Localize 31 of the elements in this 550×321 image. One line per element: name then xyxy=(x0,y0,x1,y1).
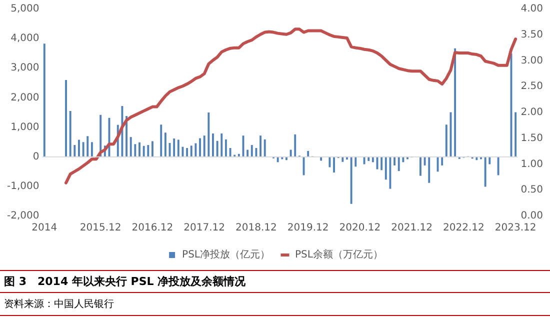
y-tick-label: 3,000 xyxy=(10,62,40,74)
y2-tick-label: 2.50 xyxy=(520,81,543,92)
y2-tick-label: 2.00 xyxy=(520,107,543,118)
y-tick-label: -1,000 xyxy=(6,181,40,192)
y-tick-label: -2,000 xyxy=(6,210,40,222)
y-tick-label: 5,000 xyxy=(10,4,40,15)
x-tick-label: 2021.12 xyxy=(391,222,433,234)
legend-label: PSL净投放（亿元） xyxy=(182,248,270,261)
x-tick-label: 2016.12 xyxy=(132,222,174,234)
text: 资料来源：中国人民银行 xyxy=(0,293,550,316)
y2-tick-label: 4.00 xyxy=(520,4,543,15)
y2-tick-label: 0.00 xyxy=(520,210,543,222)
y2-tick-label: 3.00 xyxy=(520,55,543,66)
x-tick-label: 2022.12 xyxy=(443,222,484,234)
y-tick-label: 2,000 xyxy=(10,92,40,104)
legend-label: PSL余额（万亿元） xyxy=(295,248,383,261)
x-tick-label: 2020.12 xyxy=(339,222,381,234)
x-tick-label: 2023.12 xyxy=(494,222,536,234)
x-tick-label: 2019.12 xyxy=(287,222,329,234)
y2-tick-label: 0.50 xyxy=(520,184,543,196)
y2-tick-label: 1.50 xyxy=(520,132,543,144)
y2-tick-label: 1.00 xyxy=(520,158,543,170)
y-tick-label: 1,000 xyxy=(10,122,40,133)
y-tick-label: 0 xyxy=(32,151,40,162)
y-tick-label: 4,000 xyxy=(10,33,40,44)
x-tick-label: 2018.12 xyxy=(236,222,277,234)
x-tick-label: 2014 xyxy=(32,222,58,234)
x-tick-label: 2015.12 xyxy=(80,222,122,234)
text: 图 3 2014 年以来央行 PSL 净投放及余额情况 xyxy=(0,270,550,293)
y2-tick-label: 3.50 xyxy=(520,29,543,40)
x-tick-label: 2017.12 xyxy=(184,222,226,234)
